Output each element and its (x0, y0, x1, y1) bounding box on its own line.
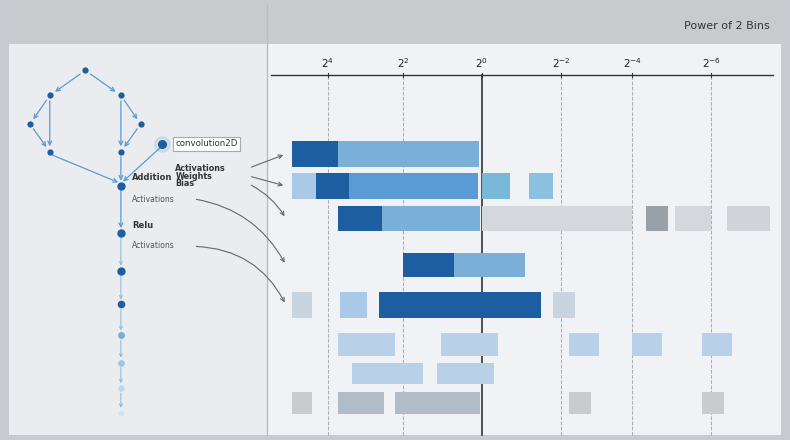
Bar (382, 206, 480, 231)
Text: Power of 2 Bins: Power of 2 Bins (684, 22, 770, 31)
Bar (419, 292, 482, 318)
Bar (338, 333, 395, 356)
Bar (553, 292, 575, 318)
Bar (529, 173, 553, 199)
Bar (569, 333, 599, 356)
Bar (482, 206, 632, 231)
Text: $2^{-4}$: $2^{-4}$ (623, 56, 641, 70)
Text: Weights: Weights (175, 172, 213, 180)
Text: $2^{-6}$: $2^{-6}$ (702, 56, 720, 70)
Bar (482, 292, 541, 318)
Bar (727, 206, 770, 231)
Bar (352, 363, 423, 384)
Text: Bias: Bias (175, 180, 194, 188)
Bar (675, 206, 711, 231)
Bar (441, 333, 498, 356)
Bar (702, 333, 732, 356)
Text: $2^0$: $2^0$ (476, 56, 488, 70)
Bar (338, 392, 384, 414)
Bar (338, 141, 479, 167)
Bar (646, 206, 668, 231)
Bar (267, 44, 781, 435)
Text: $2^{-2}$: $2^{-2}$ (551, 56, 570, 70)
Bar (454, 253, 525, 277)
Bar (395, 392, 480, 414)
Text: Activations: Activations (132, 195, 175, 204)
Bar (349, 173, 478, 199)
Bar (702, 392, 724, 414)
Bar (379, 292, 419, 318)
Bar (569, 392, 591, 414)
Text: Activations: Activations (175, 164, 226, 172)
Text: $2^2$: $2^2$ (397, 56, 409, 70)
Bar (437, 363, 494, 384)
Bar (292, 392, 312, 414)
Bar (338, 206, 382, 231)
Text: convolution2D: convolution2D (175, 139, 238, 148)
Bar (9, 5, 781, 44)
Text: Activations: Activations (132, 241, 175, 250)
Bar (316, 173, 349, 199)
Text: Relu: Relu (132, 221, 153, 230)
Text: Addition: Addition (132, 173, 172, 182)
Bar (403, 253, 454, 277)
Bar (292, 292, 312, 318)
Bar (340, 292, 367, 318)
Bar (482, 173, 510, 199)
Bar (9, 44, 267, 435)
Text: $2^4$: $2^4$ (322, 56, 334, 70)
Bar (292, 173, 316, 199)
Bar (632, 333, 662, 356)
Bar (292, 141, 338, 167)
